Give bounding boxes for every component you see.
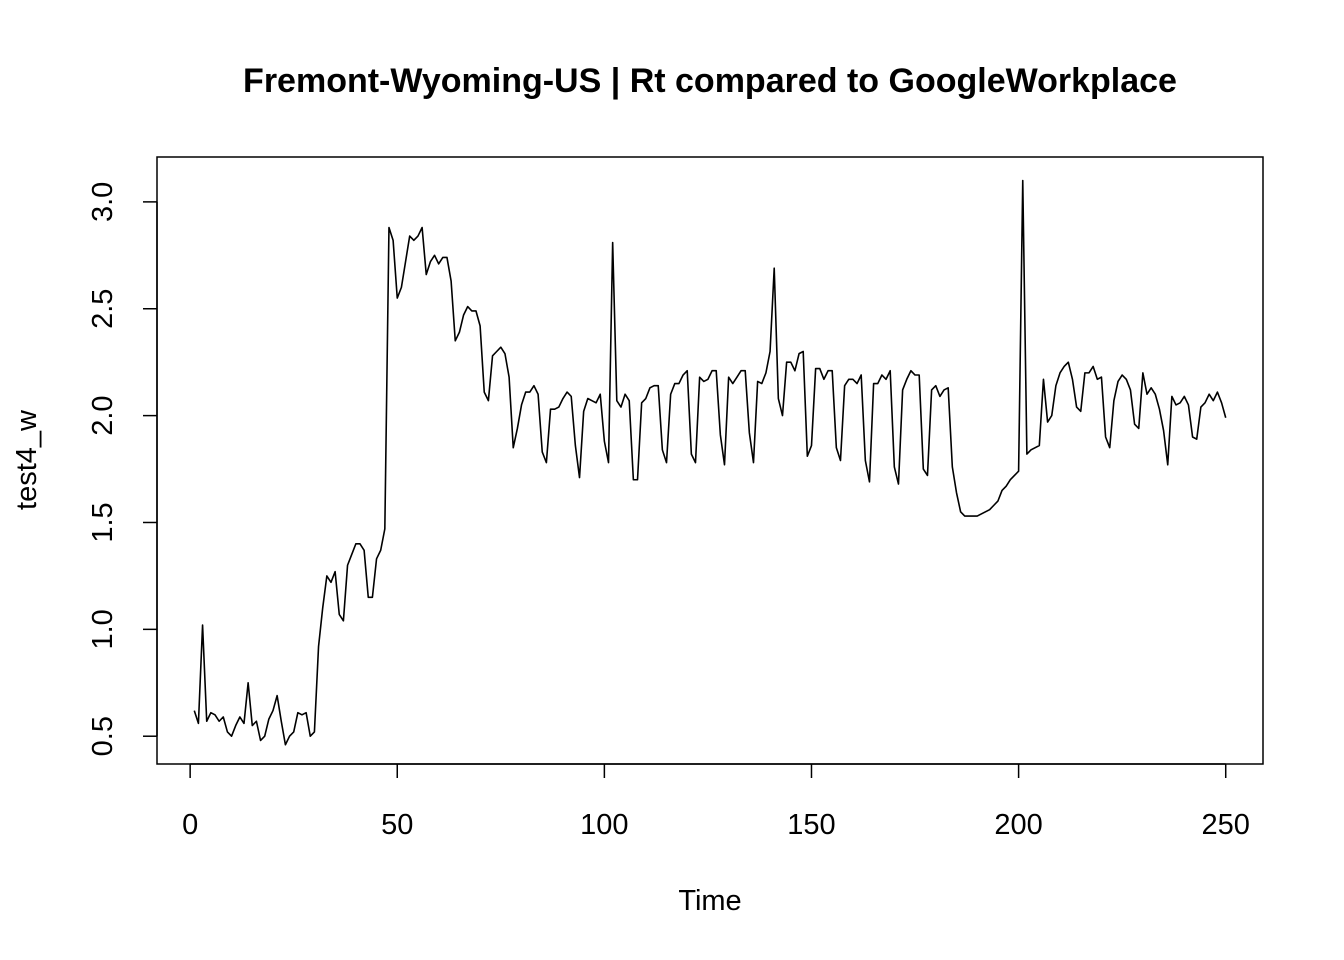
x-tick-label: 50 bbox=[381, 809, 413, 841]
series-line bbox=[193, 179, 1227, 746]
x-tick-label: 150 bbox=[787, 809, 835, 841]
chart-title: Fremont-Wyoming-US | Rt compared to Goog… bbox=[243, 62, 1177, 100]
y-tick-label: 1.5 bbox=[87, 502, 119, 542]
y-axis-label: test4_w bbox=[11, 409, 43, 510]
y-tick-label: 2.5 bbox=[87, 289, 119, 329]
y-tick-label: 3.0 bbox=[87, 182, 119, 222]
x-tick-label: 250 bbox=[1202, 809, 1250, 841]
x-axis-label: Time bbox=[678, 885, 741, 917]
plot-frame bbox=[156, 156, 1264, 765]
y-tick-label: 0.5 bbox=[87, 716, 119, 756]
y-axis: 0.5 1.0 1.5 2.0 2.5 3.0 bbox=[87, 182, 158, 756]
y-tick-label: 2.0 bbox=[87, 395, 119, 435]
x-tick-label: 200 bbox=[994, 809, 1042, 841]
series-layer bbox=[193, 179, 1227, 746]
x-axis: 0 50 100 150 200 250 bbox=[182, 763, 1250, 841]
y-tick-label: 1.0 bbox=[87, 609, 119, 649]
x-tick-label: 0 bbox=[182, 809, 198, 841]
x-tick-label: 100 bbox=[580, 809, 628, 841]
